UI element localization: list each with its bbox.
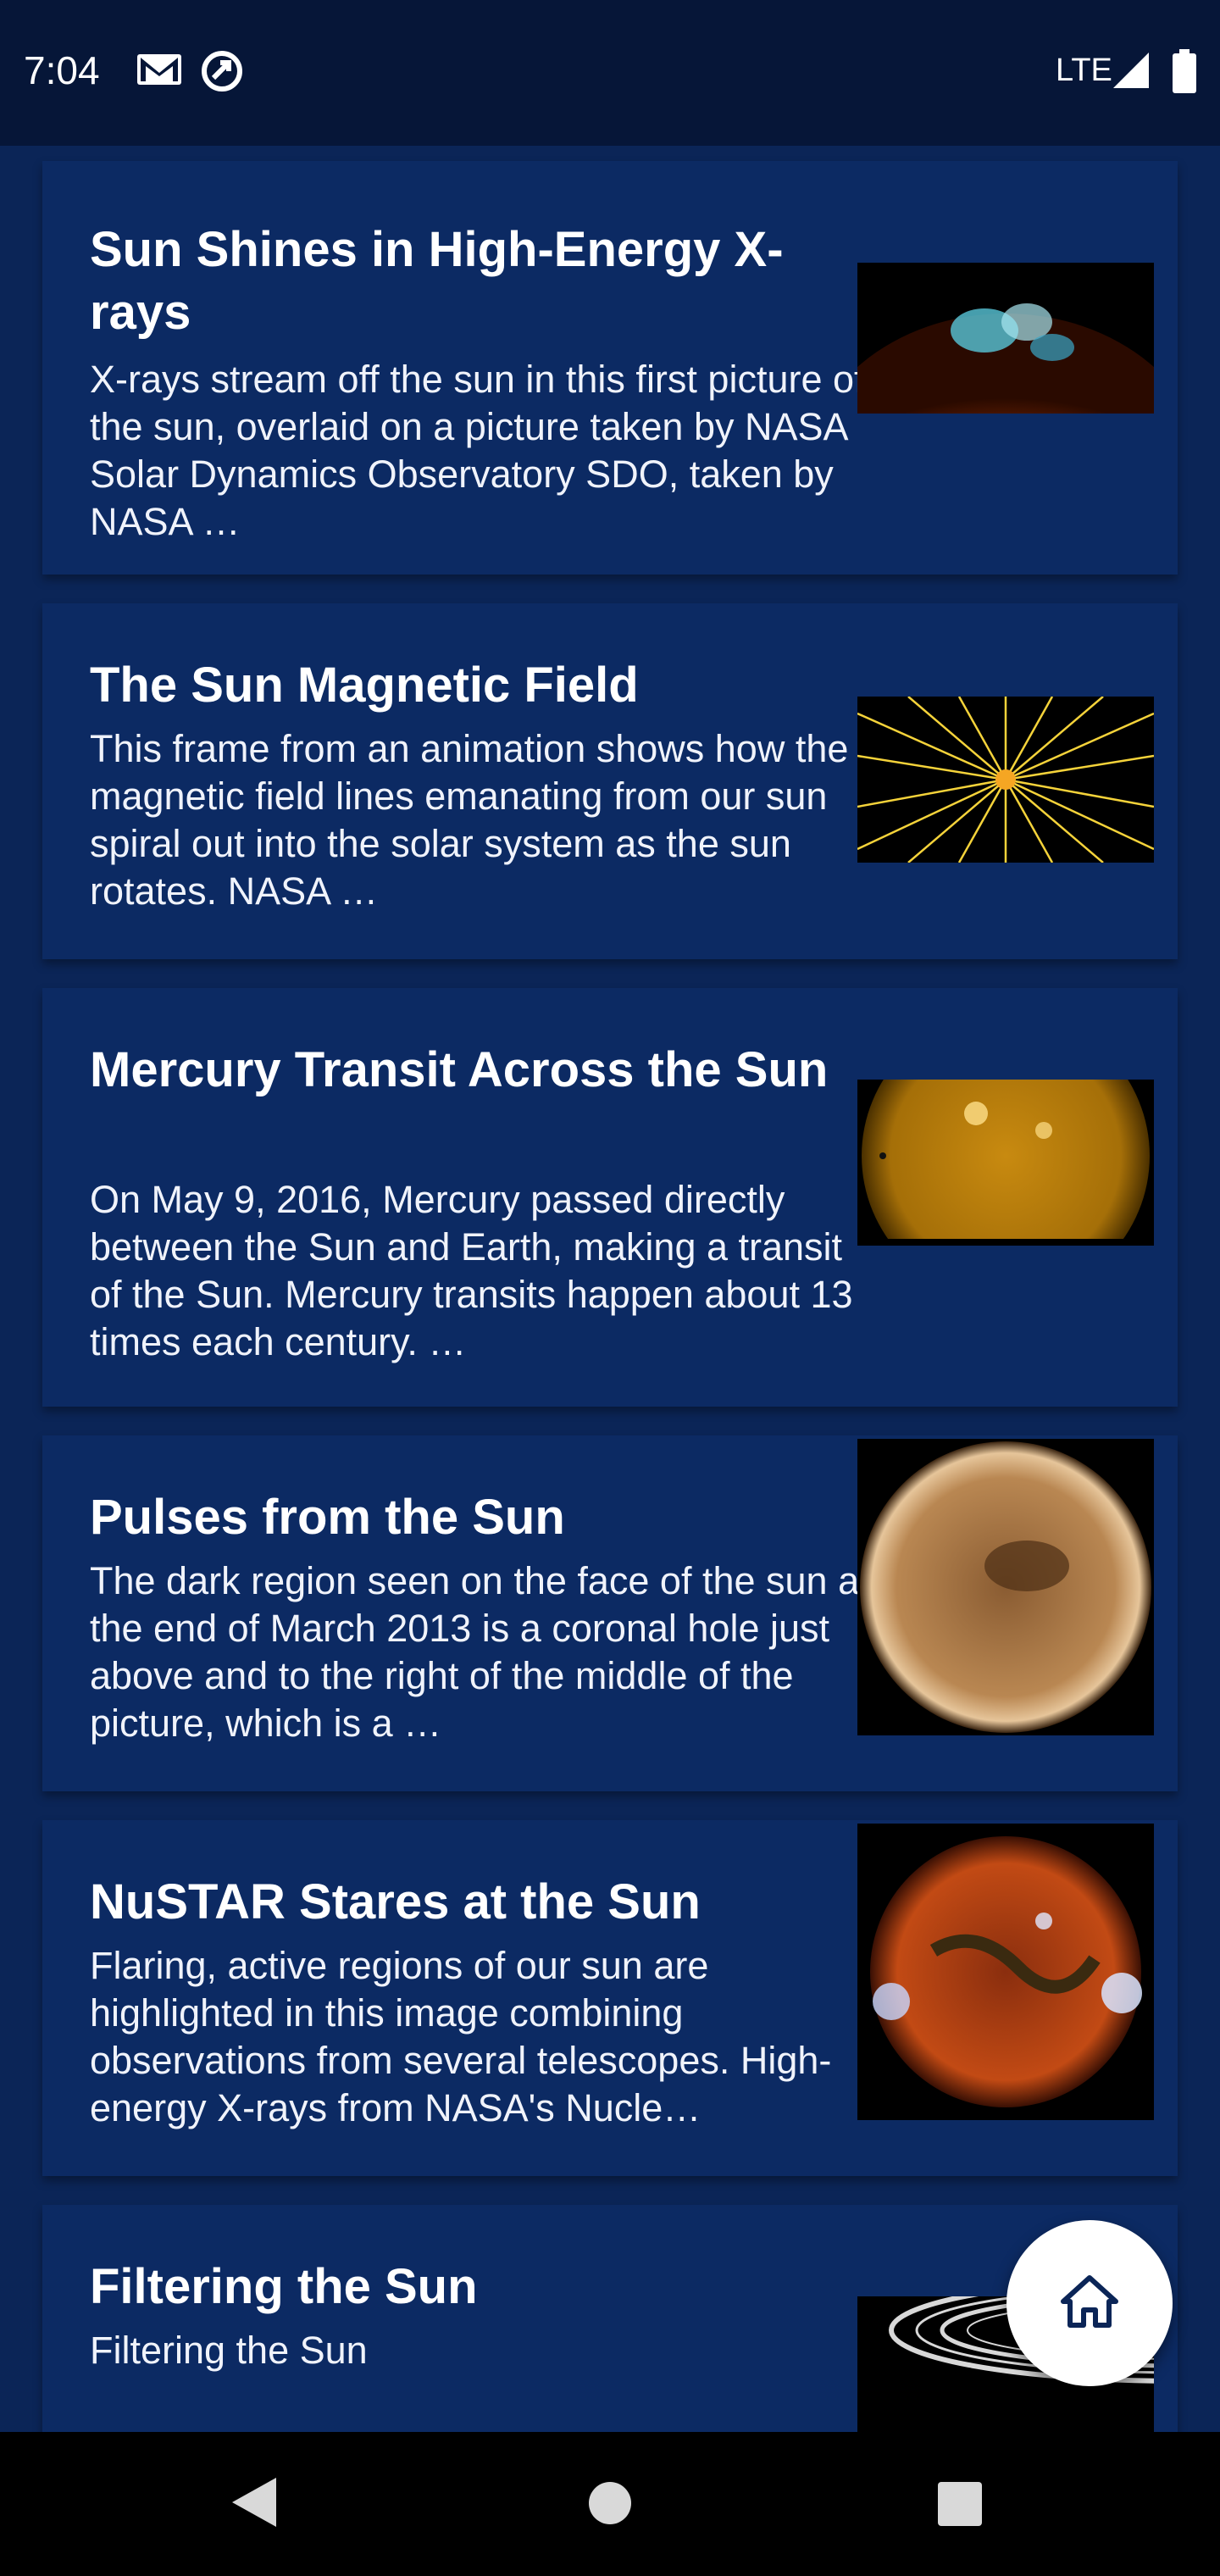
mercury-transit-thumbnail (857, 1080, 1154, 1246)
status-bar: 7:04 LTE (0, 0, 1220, 146)
article-description: This frame from an animation shows how t… (90, 727, 849, 913)
article-title: Mercury Transit Across the Sun (90, 1042, 829, 1097)
signal-icon (1112, 51, 1151, 90)
status-time: 7:04 (24, 48, 100, 92)
home-icon (1060, 2274, 1119, 2333)
article-description: Filtering the Sun (90, 2329, 368, 2372)
article-title: The Sun Magnetic Field (90, 658, 639, 713)
nustar-sun-thumbnail (857, 1824, 1154, 2120)
article-description: The dark region seen on the face of the … (90, 1559, 870, 1745)
sun-x-ray-thumbnail (857, 263, 1154, 414)
home-circle-icon[interactable] (588, 2481, 632, 2525)
home-fab-button[interactable] (1006, 2220, 1173, 2386)
article-title: Pulses from the Sun (90, 1490, 565, 1545)
sync-icon (200, 49, 244, 93)
article-title: NuSTAR Stares at the Sun (90, 1874, 701, 1929)
article-title: Sun Shines in High-Energy X-rays (90, 222, 784, 340)
sun-pulses-thumbnail (857, 1439, 1154, 1735)
battery-icon (1173, 49, 1196, 93)
article-description: Flaring, active regions of our sun are h… (90, 1944, 832, 2129)
article-card[interactable]: Pulses from the Sun The dark region seen… (42, 1435, 1178, 1791)
article-description: X-rays stream off the sun in this first … (90, 358, 865, 543)
back-icon[interactable] (229, 2474, 280, 2530)
article-card[interactable]: NuSTAR Stares at the Sun Flaring, active… (42, 1820, 1178, 2176)
magnetic-field-thumbnail (857, 697, 1154, 863)
system-nav-bar (0, 2432, 1220, 2576)
network-type: LTE (1056, 53, 1112, 88)
article-description: On May 9, 2016, Mercury passed directly … (90, 1178, 853, 1363)
article-title: Filtering the Sun (90, 2259, 478, 2314)
article-list[interactable]: Sun Shines in High-Energy X-rays X-rays … (0, 146, 1220, 2432)
article-card[interactable]: The Sun Magnetic Field This frame from a… (42, 603, 1178, 959)
recents-icon[interactable] (937, 2481, 983, 2527)
article-card[interactable]: Sun Shines in High-Energy X-rays X-rays … (42, 161, 1178, 575)
article-card[interactable]: Mercury Transit Across the Sun On May 9,… (42, 988, 1178, 1407)
gmail-icon (136, 51, 183, 88)
